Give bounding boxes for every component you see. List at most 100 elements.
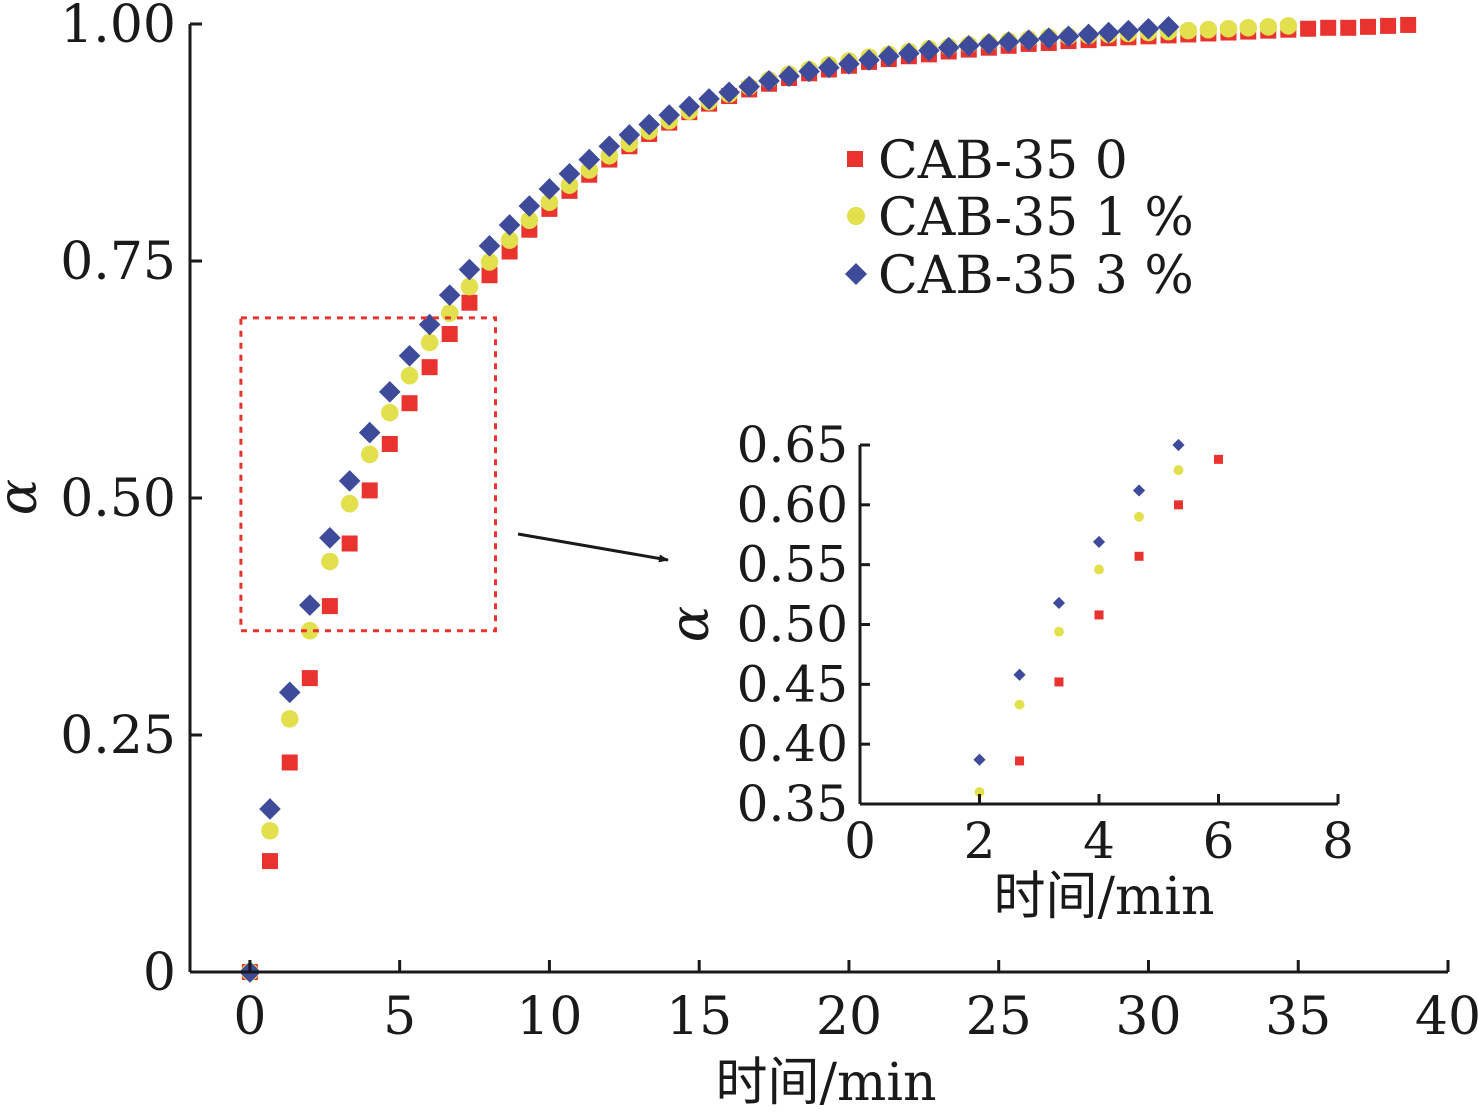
zoom-highlight-box: [239, 316, 498, 633]
data-point: CAB-35 0: (36, 0.996): [1320, 19, 1337, 36]
y-tick-label: 1.00: [60, 0, 176, 55]
inset-series-marks: (2.67, 0.386) (3.33, 0.452) (4, 0.508) (4.6…: [973, 438, 1223, 797]
inset-series-diamond: (2, 0.387) (2.67, 0.458) (3.33, 0.518) (4, …: [973, 438, 1185, 766]
data-point: CAB-35 3 %: (20.67, 0.962): [858, 49, 880, 71]
inset-plot: (2.67, 0.386) (3.33, 0.452) (4, 0.508) (4.6…: [658, 416, 1354, 927]
data-point: CAB-35 3 %: (28, 0.989): [1077, 23, 1100, 46]
data-point: CAB-35 1 %: (34.67, 0.998): [1279, 17, 1298, 35]
data-point: CAB-35 1 %: (6, 0.664): [420, 333, 439, 352]
data-point: CAB-35 1 %: (5.33, 0.629): [400, 366, 419, 385]
data-point: CAB-35 3 %: (14.67, 0.913): [678, 95, 701, 118]
data-point: CAB-35 3 %: (10.67, 0.842): [558, 162, 581, 185]
inset-y-tick-label: 0.45: [737, 655, 848, 713]
data-point: CAB-35 1 %: (4.67, 0.59): [380, 403, 399, 422]
data-point: CAB-35 0: (35.33, 0.995): [1300, 20, 1317, 37]
inset-y-tick-label: 0.40: [737, 715, 848, 773]
data-point: CAB-35 3 %: (8.67, 0.788): [498, 214, 521, 236]
data-point: CAB-35 3 %: (8, 0.766): [478, 235, 501, 257]
inset-data-point: (4.67, 0.59): [1134, 511, 1144, 522]
data-point: CAB-35 1 %: (7.33, 0.723): [460, 277, 479, 296]
series-diamond: CAB-35 3 %: (0, 0)CAB-35 3 %: (0.67, 0.1…: [239, 16, 1180, 983]
inset-data-point: (2, 0.387): [973, 753, 986, 766]
y-axis-label: α: [0, 479, 49, 515]
data-point: CAB-35 3 %: (30, 0.995): [1137, 17, 1160, 40]
data-point: CAB-35 0: (6.67, 0.673): [441, 325, 458, 342]
inset-y-tick-label: 0.35: [737, 775, 848, 833]
inset-data-point: (4.67, 0.557): [1134, 551, 1144, 561]
inset-x-tick-label: 8: [1322, 812, 1354, 870]
inset-data-point: (4, 0.569): [1092, 535, 1106, 549]
data-point: CAB-35 3 %: (16.67, 0.934): [738, 75, 761, 98]
data-point: CAB-35 1 %: (4, 0.546): [360, 445, 379, 464]
data-point: CAB-35 1 %: (1.33, 0.267): [280, 710, 299, 728]
data-point: CAB-35 0: (1.33, 0.221): [281, 754, 298, 771]
data-point: CAB-35 1 %: (31.33, 0.993): [1179, 21, 1198, 40]
data-point: CAB-35 3 %: (26.67, 0.985): [1037, 27, 1060, 50]
data-point: CAB-35 1 %: (9.33, 0.793): [520, 211, 539, 230]
data-point: CAB-35 3 %: (24.67, 0.979): [978, 33, 1000, 55]
data-point: CAB-35 3 %: (7.33, 0.741): [458, 258, 481, 281]
x-tick-label: 15: [666, 987, 732, 1047]
data-point: CAB-35 1 %: (33.33, 0.996): [1239, 18, 1258, 37]
data-point: CAB-35 3 %: (0.67, 0.172): [259, 798, 281, 820]
y-tick-label: 0.75: [60, 232, 176, 292]
inset-data-point: (3.33, 0.518): [1052, 596, 1066, 610]
inset-y-tick-label: 0.55: [737, 536, 848, 594]
data-point: CAB-35 1 %: (10.67, 0.83): [560, 176, 579, 194]
x-tick-label: 10: [516, 987, 582, 1047]
data-point: CAB-35 3 %: (4.67, 0.612): [378, 381, 401, 403]
inset-data-point: (4, 0.546): [1094, 564, 1104, 575]
legend-marker-circle: [847, 207, 865, 225]
data-point: CAB-35 0: (7.33, 0.706): [461, 294, 478, 311]
inset-x-axis-label: 时间/min: [994, 867, 1215, 927]
inset-series-square: (2.67, 0.386) (3.33, 0.452) (4, 0.508) (4.6…: [1015, 454, 1223, 766]
inset-y-tick-label: 0.65: [737, 416, 848, 474]
data-point: CAB-35 1 %: (2, 0.36): [301, 621, 319, 640]
inset-y-axis-label: α: [658, 606, 721, 642]
data-point: CAB-35 0: (5.33, 0.6): [401, 395, 418, 412]
data-point: CAB-35 3 %: (4, 0.569): [358, 421, 381, 444]
legend-entry-3: CAB-35 3 %: [878, 246, 1194, 306]
inset-x-tick-label: 6: [1203, 812, 1235, 870]
data-point: CAB-35 3 %: (29.33, 0.993): [1117, 19, 1140, 42]
data-point: CAB-35 1 %: (10, 0.812): [540, 193, 559, 212]
data-point: CAB-35 1 %: (34, 0.997): [1259, 18, 1278, 36]
data-point: CAB-35 1 %: (8, 0.749): [480, 253, 499, 271]
data-point: CAB-35 0: (6, 0.638): [421, 359, 438, 376]
data-point: CAB-35 3 %: (12, 0.871): [598, 135, 621, 158]
x-tick-label: 30: [1115, 987, 1181, 1047]
data-point: CAB-35 3 %: (2, 0.387): [299, 594, 321, 616]
data-point: CAB-35 0: (0.67, 0.117): [261, 853, 278, 870]
data-point: CAB-35 3 %: (11.33, 0.857): [578, 148, 601, 171]
data-point: CAB-35 3 %: (16, 0.928): [718, 81, 740, 104]
inset-data-point: (2.67, 0.433): [1014, 699, 1025, 710]
y-tick-label: 0: [143, 943, 176, 1003]
inset-data-point: (2.67, 0.386): [1015, 756, 1025, 766]
inset-x-tick-label: 0: [844, 812, 876, 870]
data-point: CAB-35 3 %: (19.33, 0.954): [818, 56, 840, 79]
x-tick-label: 20: [816, 987, 882, 1047]
data-point: CAB-35 3 %: (25.33, 0.981): [997, 31, 1020, 53]
data-point: CAB-35 0: (36.67, 0.996): [1340, 19, 1357, 36]
inset-x-tick-label: 2: [964, 812, 996, 870]
x-axis-ticks: 0 5 10 15 20 25 30 35 40: [233, 960, 1478, 1047]
inset-data-point: (2, 0.36): [974, 787, 985, 797]
data-point: CAB-35 0: (37.33, 0.997): [1360, 18, 1377, 35]
x-tick-label: 0: [233, 987, 266, 1047]
legend: CAB-35 0 CAB-35 1 % CAB-35 3 %: [845, 131, 1194, 306]
inset-data-point: (5.33, 0.629): [1173, 465, 1184, 476]
legend-entry-1: CAB-35 0: [878, 131, 1128, 191]
inset-data-point: (5.33, 0.6): [1173, 500, 1183, 510]
data-point: CAB-35 3 %: (13.33, 0.894): [638, 113, 660, 136]
data-point: CAB-35 3 %: (23.33, 0.975): [937, 36, 960, 59]
data-point: CAB-35 0: (3.33, 0.452): [341, 535, 358, 552]
data-point: CAB-35 3 %: (26, 0.983): [1017, 29, 1040, 51]
x-tick-label: 40: [1415, 987, 1478, 1047]
inset-data-point: (3.33, 0.452): [1054, 677, 1064, 687]
x-tick-label: 25: [966, 987, 1032, 1047]
data-point: CAB-35 1 %: (3.33, 0.494): [340, 494, 359, 513]
data-point: CAB-35 0: (4.67, 0.557): [381, 435, 398, 452]
x-axis-label: 时间/min: [716, 1053, 937, 1113]
inset-x-axis-ticks: 0 2 4 6 8: [844, 794, 1354, 870]
